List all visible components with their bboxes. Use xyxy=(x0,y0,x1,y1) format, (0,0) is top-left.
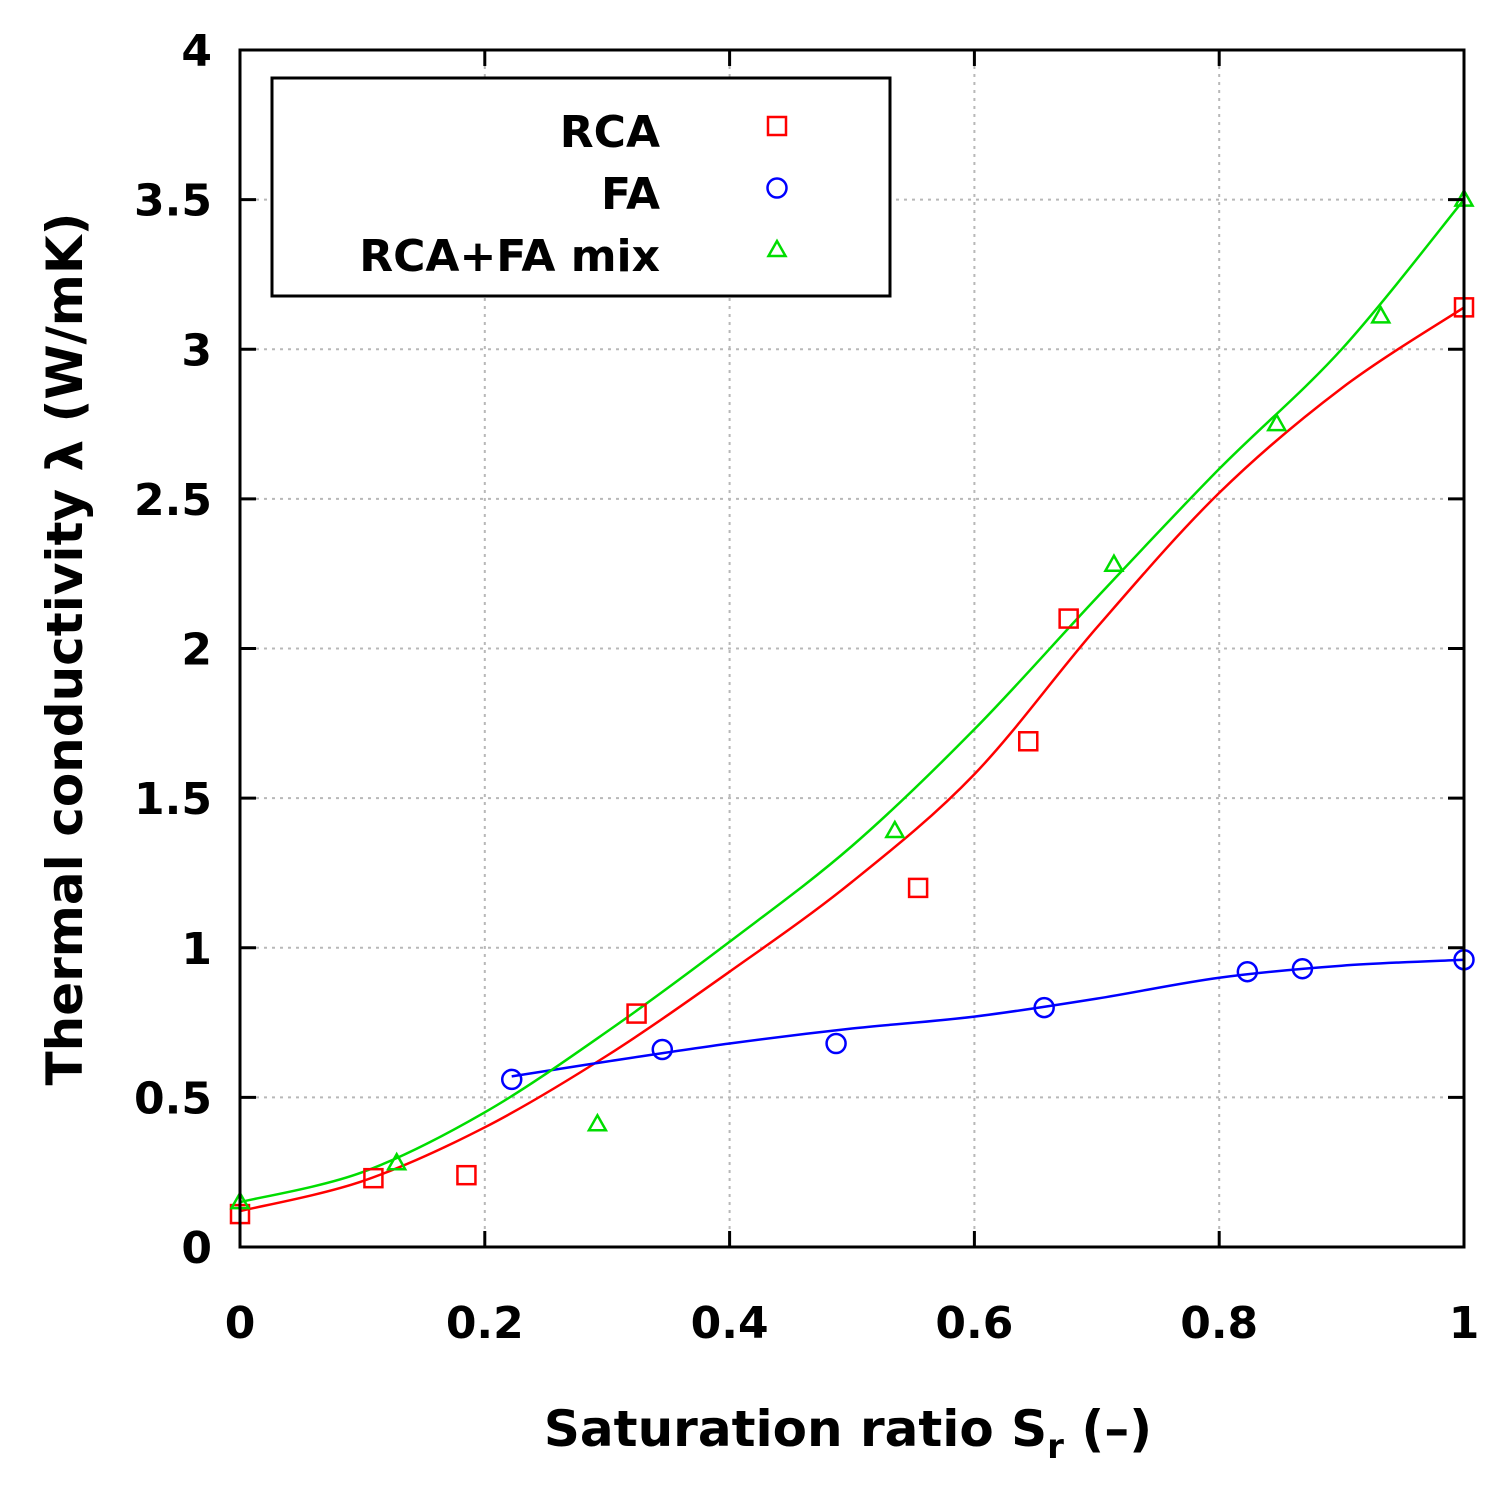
y-tick-label: 1.5 xyxy=(134,774,212,825)
fit-curve-rca xyxy=(239,306,1465,1213)
y-tick-label: 2.5 xyxy=(134,475,212,526)
data-point-fa xyxy=(1236,960,1259,983)
fit-curve-fa xyxy=(511,958,1465,1078)
y-tick-label: 0.5 xyxy=(134,1073,212,1124)
legend-marker-fa xyxy=(766,177,788,199)
data-point-rca xyxy=(907,877,929,899)
data-point-rca-fa-mix xyxy=(1103,553,1125,572)
y-tick-label: 3 xyxy=(181,325,212,376)
tick-labels: 0 0.2 0.4 0.6 0.8 1 0 0.5 1 1.5 2 2.5 3 3.5 4 xyxy=(134,26,1479,1349)
data-point-fa xyxy=(651,1038,674,1061)
legend: RCA FA RCA+FA mix xyxy=(270,76,892,298)
legend-marker-rca-fa-mix xyxy=(766,238,788,258)
data-point-fa xyxy=(825,1032,847,1055)
data-point-rca xyxy=(363,1167,384,1189)
data-point-rca-fa-mix xyxy=(1370,304,1392,324)
data-point-rca-fa-mix xyxy=(586,1112,609,1132)
legend-label-rca-fa-mix: RCA+FA mix xyxy=(359,231,660,282)
legend-label-fa: FA xyxy=(601,169,660,220)
y-tick-label: 2 xyxy=(181,625,212,676)
x-axis-label: Saturation ratio Sr (–) xyxy=(544,1400,1152,1467)
legend-items: RCA FA RCA+FA mix xyxy=(359,107,788,282)
y-tick-label: 4 xyxy=(181,26,212,77)
x-tick-label: 0.2 xyxy=(446,1298,524,1349)
x-tick-label: 0.8 xyxy=(1180,1298,1258,1349)
data-point-rca xyxy=(1018,731,1039,752)
data-point-rca-fa-mix xyxy=(386,1151,408,1171)
data-point-fa xyxy=(1291,957,1314,980)
fit-curves xyxy=(239,198,1465,1213)
x-tick-label: 0 xyxy=(225,1298,256,1349)
data-point-rca-fa-mix xyxy=(1266,412,1288,432)
axis-ticks xyxy=(238,48,1466,1249)
x-tick-label: 1 xyxy=(1449,1298,1480,1349)
y-tick-label: 1 xyxy=(181,924,212,975)
fit-curve-rca-fa-mix xyxy=(239,198,1465,1204)
data-point-rca xyxy=(1058,608,1079,629)
x-tick-label: 0.4 xyxy=(691,1298,769,1349)
y-axis-label: Thermal conductivity λ (W/mK) xyxy=(36,213,94,1086)
data-points xyxy=(229,188,1475,1225)
legend-marker-rca xyxy=(766,115,788,137)
y-tick-label: 0 xyxy=(181,1223,212,1274)
data-point-fa xyxy=(500,1068,523,1091)
legend-label-rca: RCA xyxy=(560,107,660,158)
data-point-rca xyxy=(456,1164,477,1186)
data-point-fa xyxy=(1033,996,1055,1019)
data-point-rca xyxy=(626,1003,647,1024)
x-tick-label: 0.6 xyxy=(935,1298,1013,1349)
y-tick-label: 3.5 xyxy=(134,176,212,227)
data-point-rca-fa-mix xyxy=(884,819,906,839)
